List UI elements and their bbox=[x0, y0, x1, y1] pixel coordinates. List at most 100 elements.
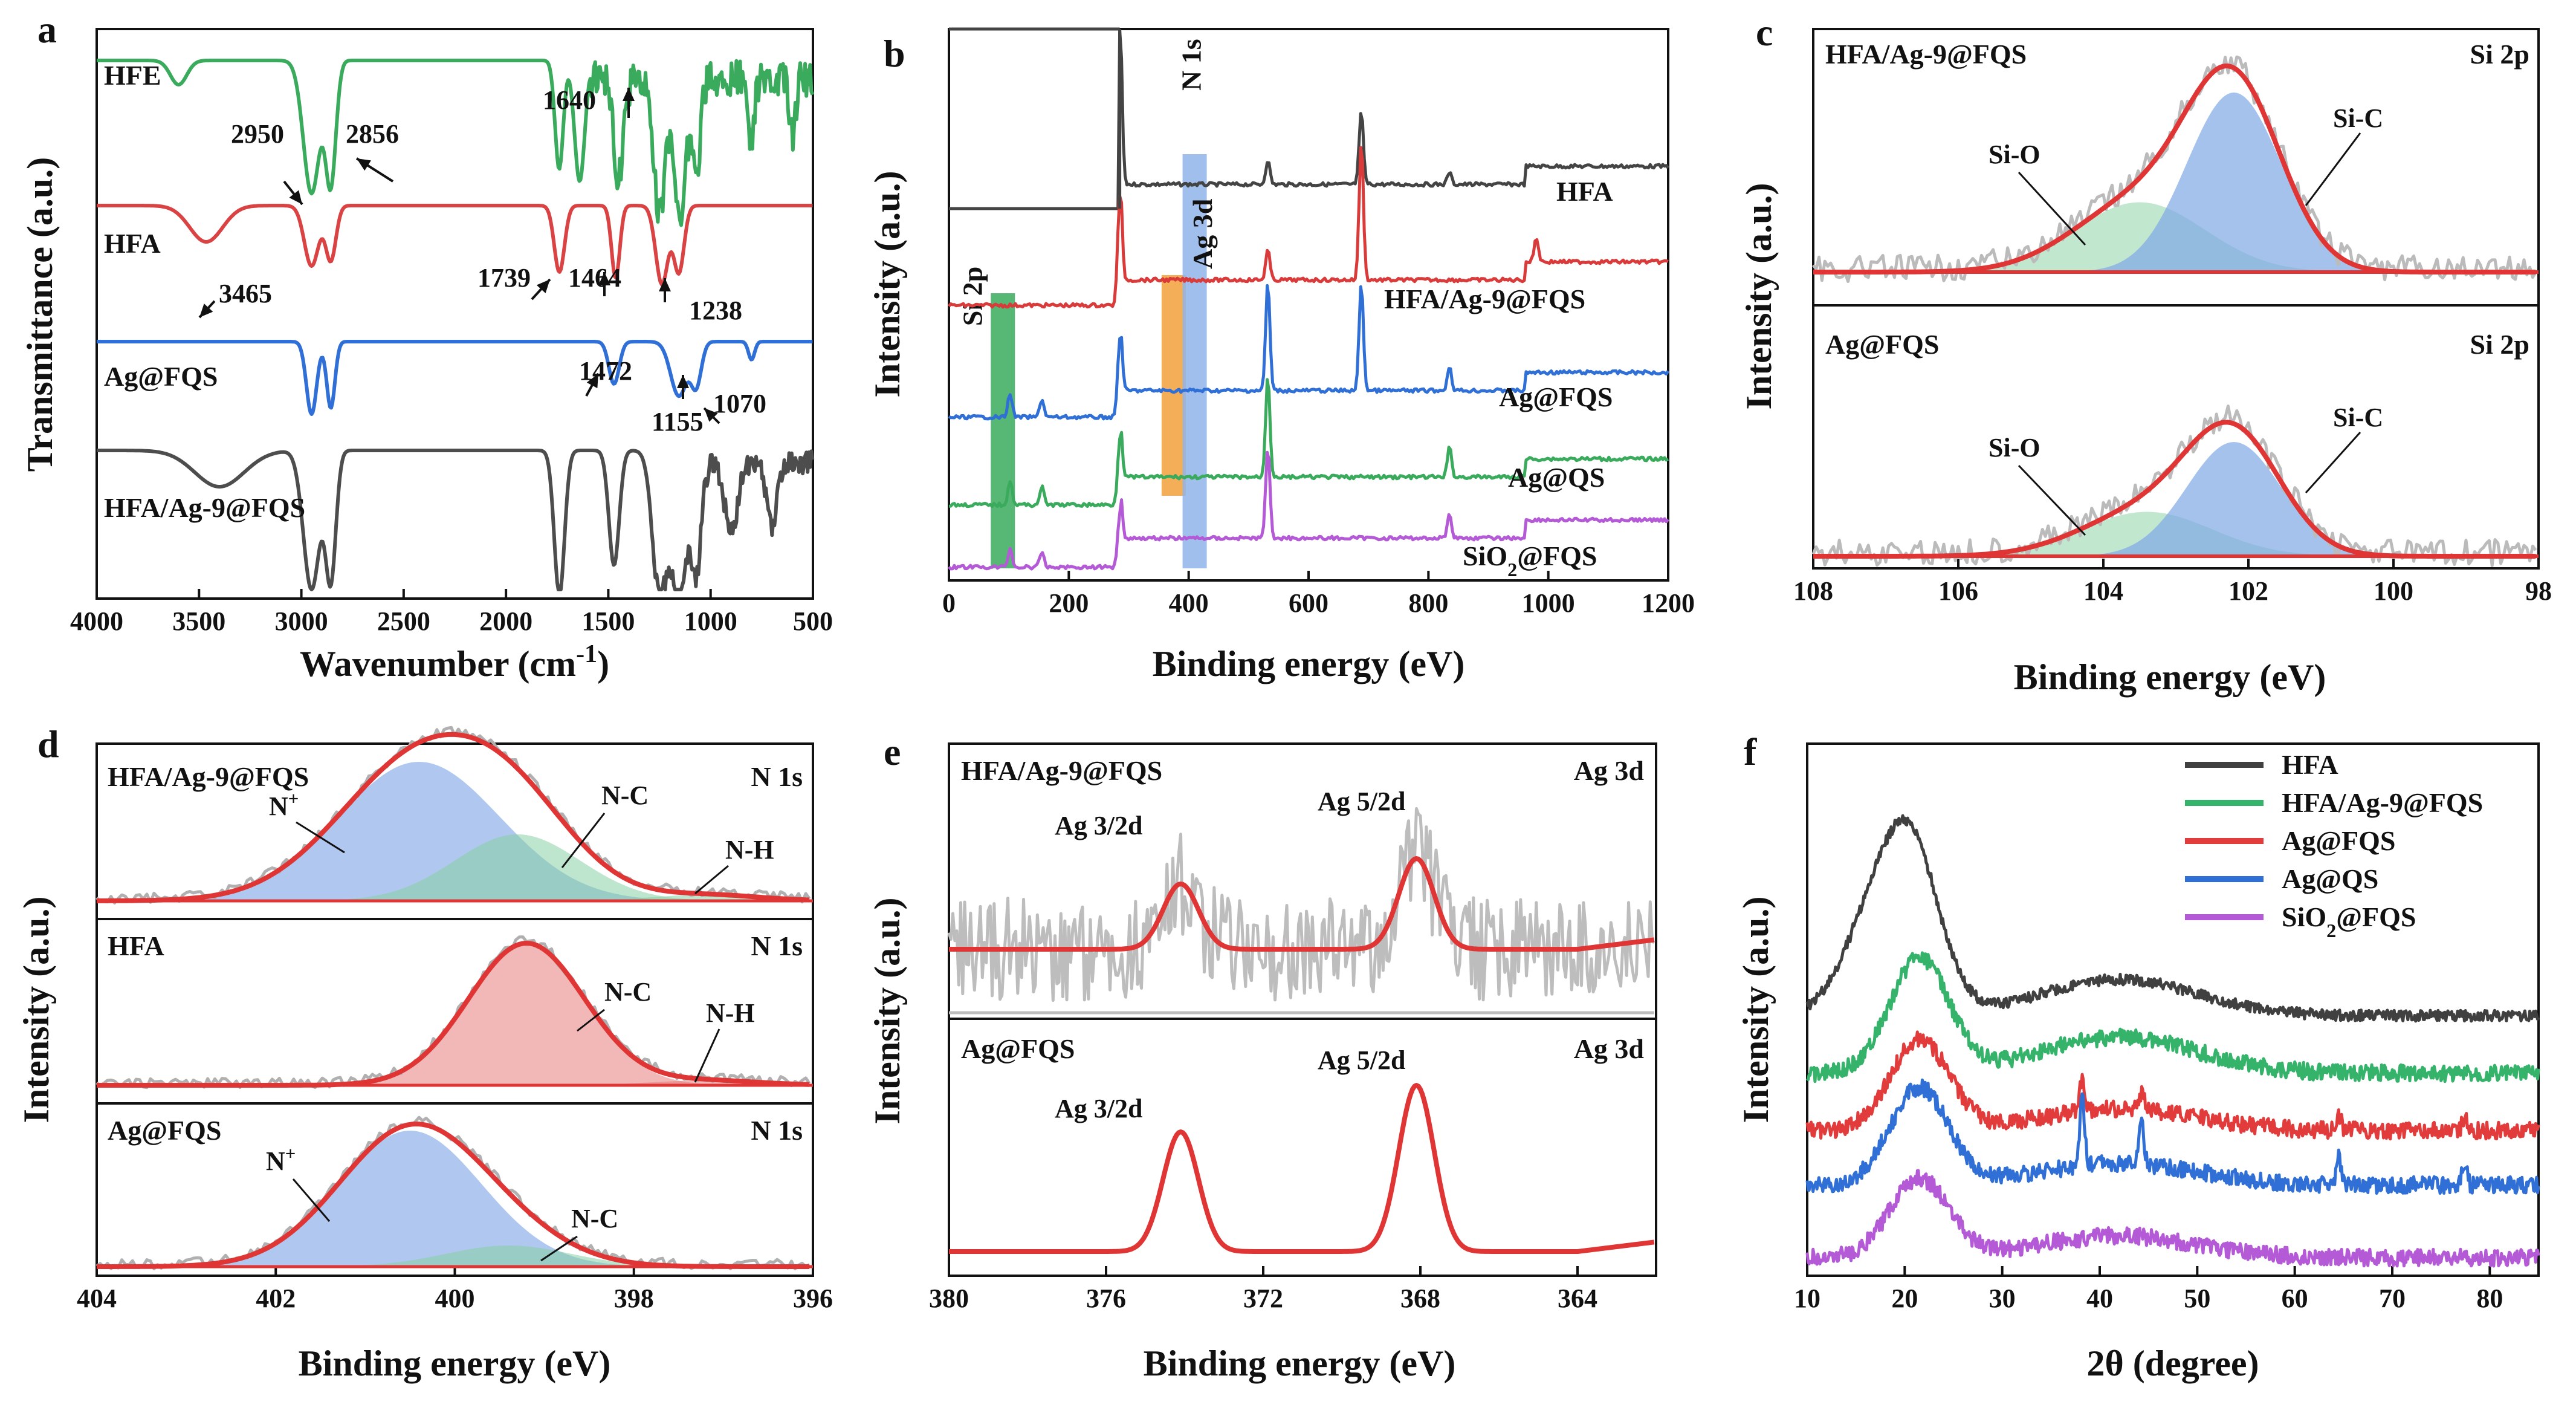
peak-arrow-1155-head bbox=[677, 375, 689, 388]
legend-label: HFA bbox=[2282, 749, 2338, 780]
peak-arrow-2950-head bbox=[289, 190, 302, 204]
panel-f-tick-label: 80 bbox=[2476, 1284, 2503, 1313]
panel-a-xlabel-part: ) bbox=[597, 644, 609, 684]
series-line-hfe bbox=[96, 59, 815, 227]
component-label-si-o: Si-O bbox=[1989, 433, 2040, 463]
peak-arrow-3465-head bbox=[199, 304, 213, 317]
series-line-ag-fqs bbox=[948, 284, 1670, 421]
component-pointer-si-o bbox=[2018, 171, 2086, 246]
component-fill-si-c bbox=[1813, 93, 2539, 272]
peak-label-3465: 3465 bbox=[219, 279, 272, 308]
series-label-sio2-fqs-part: 2 bbox=[1507, 559, 1517, 580]
component-pointer-n-c bbox=[561, 813, 606, 868]
component-label-n-h: N-H bbox=[725, 835, 774, 865]
component-pointer-n-plus bbox=[292, 1178, 331, 1222]
panel-a-xlabel-part: -1 bbox=[576, 640, 597, 668]
panel-label-d: d bbox=[37, 723, 59, 765]
panel-d-tick-label: 402 bbox=[256, 1284, 296, 1313]
panel-e-tick-label: 372 bbox=[1243, 1284, 1283, 1313]
component-label-n-h: N-H bbox=[706, 998, 755, 1028]
peak-label-ag-3-2d: Ag 3/2d bbox=[1055, 1094, 1142, 1123]
sample-label: HFA bbox=[108, 930, 164, 961]
panel-c-xlabel: Binding energy (eV) bbox=[2014, 657, 2326, 697]
panel-label-a: a bbox=[37, 8, 57, 51]
panel-c-tick-label: 98 bbox=[2525, 576, 2552, 606]
panel-a-ylabel: Transmittance (a.u.) bbox=[20, 157, 60, 472]
panel-a-frame bbox=[95, 28, 814, 600]
band-label-ag-3d: Ag 3d bbox=[1187, 198, 1218, 269]
component-label-si-c: Si-C bbox=[2333, 103, 2383, 133]
series-line-ag-fqs bbox=[1805, 1030, 2540, 1141]
component-pointer-n-h bbox=[694, 1028, 720, 1083]
series-line-hfa-ag-9-fqs bbox=[96, 449, 815, 591]
band-label-n-1s: N 1s bbox=[1176, 39, 1207, 91]
panel-a-tick-label: 1500 bbox=[581, 606, 635, 636]
panel-e-frame bbox=[948, 742, 1657, 1277]
core-level-label: N 1s bbox=[751, 930, 803, 961]
panel-b-tick-label: 800 bbox=[1408, 588, 1448, 618]
component-label-n-c: N-C bbox=[571, 1204, 618, 1233]
core-level-label: Si 2p bbox=[2470, 329, 2529, 360]
panel-e-ylabel: Intensity (a.u.) bbox=[867, 897, 907, 1124]
component-pointer-si-c bbox=[2305, 132, 2361, 206]
legend-label: Ag@QS bbox=[2282, 863, 2378, 894]
series-label-hfe: HFE bbox=[104, 60, 161, 91]
sample-label: HFA/Ag-9@FQS bbox=[961, 755, 1162, 786]
component-label-n-plus-part: N bbox=[269, 791, 288, 821]
panel-c-tick-label: 102 bbox=[2228, 576, 2268, 606]
panel-e-tick-label: 380 bbox=[929, 1284, 969, 1313]
panel-c-ylabel: Intensity (a.u.) bbox=[1739, 183, 1779, 409]
panel-f-tick-label: 60 bbox=[2282, 1284, 2308, 1313]
panel-a-tick-label: 500 bbox=[793, 606, 833, 636]
component-pointer-n-c bbox=[577, 1008, 605, 1032]
panel-a-xlabel: Wavenumber (cm-1) bbox=[300, 640, 609, 684]
panel-b-ylabel: Intensity (a.u.) bbox=[867, 171, 907, 397]
core-level-label: Si 2p bbox=[2470, 39, 2529, 70]
panel-e-tick-label: 368 bbox=[1400, 1284, 1440, 1313]
sample-label: HFA/Ag-9@FQS bbox=[1825, 39, 2027, 70]
series-label-ag-fqs: Ag@FQS bbox=[104, 361, 218, 392]
peak-label-1472: 1472 bbox=[579, 356, 632, 386]
peak-label-2856: 2856 bbox=[346, 119, 399, 149]
legend-label-part: 2 bbox=[2326, 920, 2336, 941]
core-level-label: Ag 3d bbox=[1574, 755, 1645, 786]
series-line-ag-qs bbox=[948, 378, 1669, 508]
panel-e-xlabel: Binding energy (eV) bbox=[1144, 1343, 1456, 1383]
legend-label-part: SiO bbox=[2282, 901, 2326, 932]
raw-spectrum bbox=[947, 807, 1655, 1002]
panel-f-tick-label: 70 bbox=[2379, 1284, 2406, 1313]
series-line-hfa-ag-9-fqs bbox=[1806, 951, 2540, 1083]
component-pointer-n-c bbox=[540, 1235, 578, 1262]
panel-c-tick-label: 104 bbox=[2083, 576, 2123, 606]
legend-label: SiO2@FQS bbox=[2282, 901, 2416, 941]
panel-f-tick-label: 20 bbox=[1891, 1284, 1918, 1313]
component-label-n-plus: N+ bbox=[266, 1143, 296, 1176]
panel-a-xlabel-part: Wavenumber (cm bbox=[300, 644, 576, 684]
peak-arrow-1464-head bbox=[598, 272, 610, 285]
peak-label-1155: 1155 bbox=[652, 407, 704, 437]
peak-arrow-1472-head bbox=[586, 374, 598, 389]
legend-label: Ag@FQS bbox=[2282, 825, 2395, 856]
series-label-sio2-fqs: SiO2@FQS bbox=[1463, 541, 1597, 580]
sample-label: Ag@FQS bbox=[961, 1033, 1075, 1064]
series-line-hfa-ag-9-fqs bbox=[948, 146, 1669, 309]
panel-d-tick-label: 398 bbox=[614, 1284, 654, 1313]
core-level-label: N 1s bbox=[751, 1115, 803, 1146]
legend-label: HFA/Ag-9@FQS bbox=[2282, 787, 2483, 818]
component-fill bbox=[97, 1131, 813, 1267]
panel-a-tick-label: 1000 bbox=[684, 606, 737, 636]
component-pointer-n-h bbox=[694, 865, 729, 895]
panel-b-tick-label: 0 bbox=[942, 588, 956, 618]
series-label-hfa-ag-9-fqs: HFA/Ag-9@FQS bbox=[104, 492, 305, 523]
panel-b-tick-label: 1000 bbox=[1522, 588, 1575, 618]
component-fill bbox=[97, 834, 813, 901]
series-line-ag-fqs bbox=[96, 340, 814, 416]
peak-arrow-1640-head bbox=[623, 88, 635, 101]
peak-label-ag-5-2d: Ag 5/2d bbox=[1318, 1045, 1405, 1075]
panel-d-tick-label: 400 bbox=[435, 1284, 475, 1313]
component-label-n-plus: N+ bbox=[269, 788, 299, 821]
panel-e-tick-label: 376 bbox=[1086, 1284, 1126, 1313]
component-label-n-c: N-C bbox=[601, 781, 649, 810]
peak-label-2950: 2950 bbox=[231, 119, 284, 149]
